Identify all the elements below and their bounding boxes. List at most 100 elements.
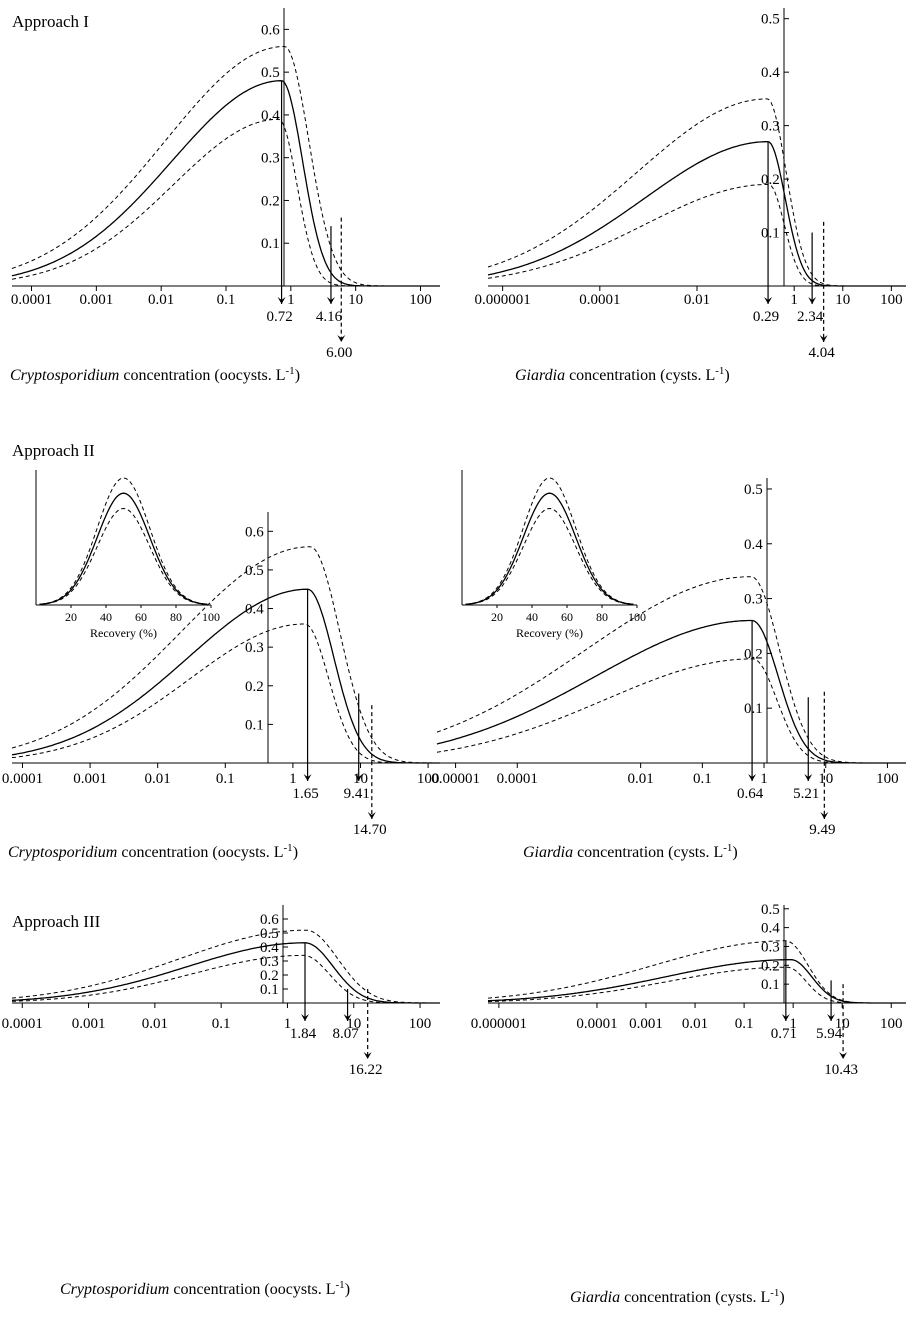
chart-panel-approach-2-giardia: 0.00001 0.0001 0.01 0.1 1 10 100 0.1 0.2 0.3 0.4 0.… bbox=[431, 470, 906, 861]
x-axis-title-organism: Cryptosporidium bbox=[8, 844, 117, 861]
density-curve-dashed-2 bbox=[12, 954, 440, 1004]
y-tick-label: 0.4 bbox=[761, 65, 780, 81]
marker-label: 0.64 bbox=[737, 786, 764, 802]
x-axis-title-sup: -1 bbox=[336, 1279, 345, 1291]
x-axis-title-close: ) bbox=[779, 1289, 784, 1306]
y-tick-label: 0.4 bbox=[260, 940, 279, 956]
inset-tick-label: 80 bbox=[596, 610, 608, 624]
inset-curve-dashed-2 bbox=[39, 507, 208, 605]
inset-curve-dashed-1 bbox=[39, 477, 208, 605]
x-tick-label: 0.01 bbox=[148, 292, 174, 308]
x-axis-title-close: ) bbox=[732, 844, 737, 861]
x-axis-title-organism: Giardia bbox=[515, 367, 565, 384]
density-curve-dashed-2 bbox=[487, 183, 906, 287]
x-axis-title: Cryptosporidium concentration (oocysts. … bbox=[8, 842, 298, 861]
density-curve-dashed-2 bbox=[11, 623, 440, 764]
density-curve-solid bbox=[436, 619, 906, 764]
x-axis-title-close: ) bbox=[724, 367, 729, 384]
inset-tick-label: 40 bbox=[526, 610, 538, 624]
inset-tick-label: 80 bbox=[170, 610, 182, 624]
y-tick-label: 0.5 bbox=[260, 926, 279, 942]
x-tick-label: 0.001 bbox=[79, 292, 113, 308]
marker-label: 5.94 bbox=[816, 1026, 843, 1042]
marker-label: 0.71 bbox=[771, 1026, 797, 1042]
y-tick-label: 0.1 bbox=[744, 701, 763, 717]
inset-curve-solid bbox=[39, 492, 208, 605]
x-tick-label: 0.1 bbox=[212, 1016, 231, 1032]
y-tick-label: 0.2 bbox=[761, 172, 780, 188]
marker-label: 9.49 bbox=[809, 822, 835, 838]
y-tick-label: 0.3 bbox=[261, 151, 280, 167]
y-tick-label: 0.1 bbox=[261, 236, 280, 252]
y-tick-label: 0.6 bbox=[245, 524, 264, 540]
x-tick-label: 0.0001 bbox=[579, 292, 620, 308]
density-curve-solid bbox=[11, 588, 440, 764]
x-tick-label: 0.1 bbox=[693, 771, 712, 787]
x-tick-label: 0.000001 bbox=[471, 1016, 527, 1032]
x-tick-label: 100 bbox=[409, 292, 432, 308]
x-tick-label: 0.01 bbox=[145, 771, 171, 787]
density-curve-dashed-1 bbox=[487, 940, 906, 1004]
y-tick-label: 0.4 bbox=[261, 108, 280, 124]
y-tick-label: 0.5 bbox=[245, 563, 264, 579]
y-tick-label: 0.6 bbox=[260, 912, 279, 928]
density-curve-dashed-2 bbox=[436, 658, 906, 764]
x-axis-title: Cryptosporidium concentration (oocysts. … bbox=[10, 365, 300, 384]
marker-label: 8.07 bbox=[332, 1026, 359, 1042]
x-axis-title: Giardia concentration (cysts. L-1) bbox=[523, 842, 738, 861]
x-tick-label: 10 bbox=[818, 771, 833, 787]
inset-curve-dashed-2 bbox=[465, 507, 634, 605]
y-tick-label: 0.4 bbox=[761, 921, 780, 937]
density-curve-dashed-1 bbox=[487, 98, 906, 287]
x-axis-title-close: ) bbox=[295, 367, 300, 384]
inset-tick-label: 100 bbox=[202, 610, 220, 624]
density-curve-dashed-2 bbox=[487, 966, 906, 1004]
y-tick-label: 0.2 bbox=[261, 193, 280, 209]
x-tick-label: 100 bbox=[409, 1016, 432, 1032]
y-tick-label: 0.1 bbox=[245, 717, 264, 733]
density-curve-dashed-1 bbox=[11, 929, 440, 1004]
marker-label: 9.41 bbox=[344, 786, 370, 802]
x-axis-title-text: concentration (cysts. L bbox=[565, 367, 715, 384]
y-tick-label: 0.2 bbox=[761, 958, 780, 974]
x-axis-title: Cryptosporidium concentration (oocysts. … bbox=[60, 1279, 350, 1298]
x-tick-label: 1 bbox=[284, 1016, 292, 1032]
x-tick-label: 0.0001 bbox=[2, 771, 43, 787]
marker-label: 16.22 bbox=[349, 1062, 383, 1078]
marker-label: 0.72 bbox=[266, 309, 292, 325]
x-axis-title-sup: -1 bbox=[723, 842, 732, 854]
x-tick-label: 0.00001 bbox=[431, 771, 480, 787]
density-curve-solid bbox=[487, 959, 906, 1004]
x-tick-label: 0.001 bbox=[73, 771, 107, 787]
x-axis-title-sup: -1 bbox=[284, 842, 293, 854]
x-tick-label: 0.0001 bbox=[2, 1016, 43, 1032]
x-tick-label: 10 bbox=[348, 292, 363, 308]
density-curve-dashed-1 bbox=[436, 576, 906, 764]
approach-heading: Approach III bbox=[12, 912, 101, 931]
x-tick-label: 10 bbox=[835, 292, 850, 308]
inset-recovery-plot: 20 40 60 80 100 Recovery (%) bbox=[35, 470, 220, 640]
x-tick-label: 1 bbox=[790, 292, 798, 308]
y-tick-label: 0.3 bbox=[260, 954, 279, 970]
x-axis-title-sup: -1 bbox=[286, 365, 295, 377]
y-tick-label: 0.5 bbox=[761, 12, 780, 28]
y-tick-label: 0.2 bbox=[245, 679, 264, 695]
marker-label: 14.70 bbox=[353, 822, 387, 838]
marker-label: 0.29 bbox=[753, 309, 779, 325]
y-tick-label: 0.3 bbox=[761, 119, 780, 135]
y-tick-label: 0.1 bbox=[761, 977, 780, 993]
x-tick-label: 1 bbox=[289, 771, 297, 787]
inset-tick-label: 60 bbox=[561, 610, 573, 624]
x-axis-title-organism: Giardia bbox=[570, 1289, 620, 1306]
x-tick-label: 100 bbox=[417, 771, 440, 787]
x-tick-label: 1 bbox=[760, 771, 768, 787]
y-tick-label: 0.2 bbox=[260, 968, 279, 984]
density-curve-solid bbox=[11, 80, 440, 287]
approach-heading: Approach II bbox=[12, 441, 95, 460]
x-tick-label: 100 bbox=[880, 1016, 903, 1032]
marker-label: 1.65 bbox=[292, 786, 318, 802]
inset-x-axis-title: Recovery (%) bbox=[516, 626, 583, 640]
inset-tick-label: 40 bbox=[100, 610, 112, 624]
chart-panel-approach-2-cryptosporidium: Approach II 0.0001 0.001 0.01 0.1 1 10 100 0.1 0.… bbox=[2, 441, 440, 861]
